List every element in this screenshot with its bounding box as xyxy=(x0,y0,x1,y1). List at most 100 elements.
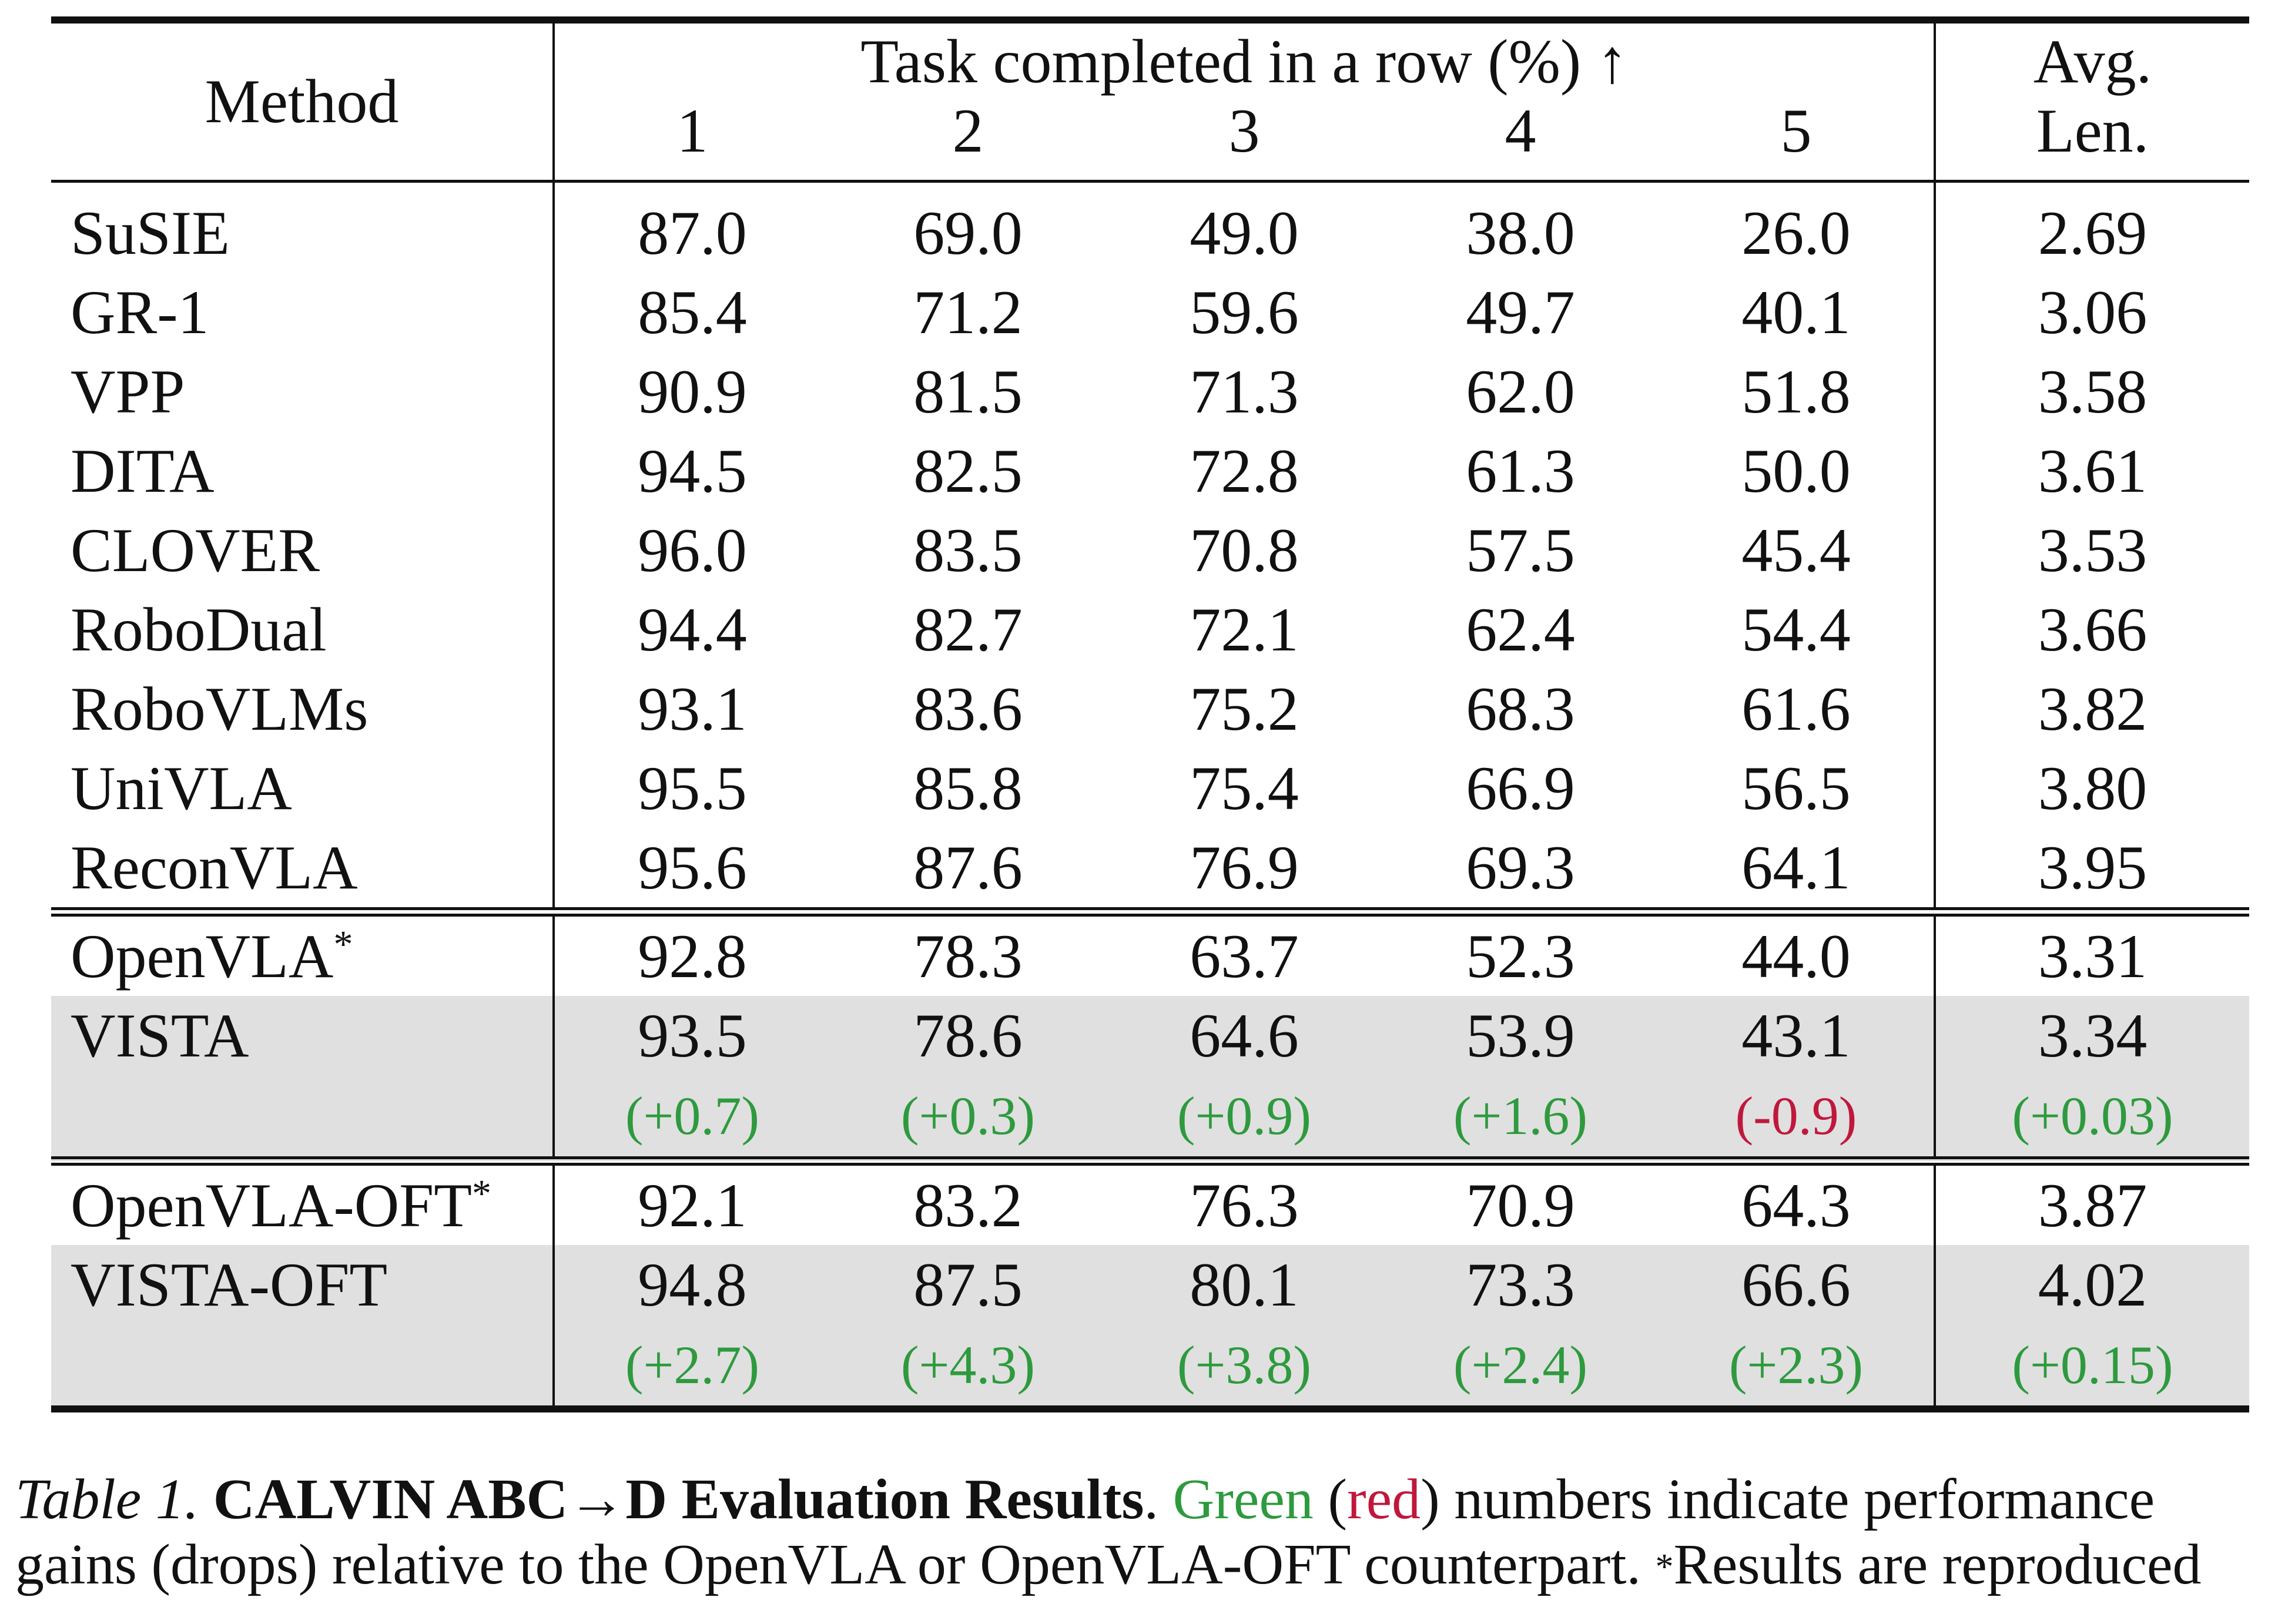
task-1-value: 94.8 xyxy=(554,1245,830,1324)
task-3-delta: (+3.8) xyxy=(1106,1324,1382,1412)
method-name: GR-1 xyxy=(51,273,555,352)
avg-len-value: 3.61 xyxy=(2038,436,2148,505)
method-name: VISTA xyxy=(51,996,555,1075)
avg-len-value: 2.69 xyxy=(1935,180,2249,273)
table-row: GR-1 85.4 71.2 59.6 49.7 40.1 3.06 xyxy=(51,273,2249,352)
caption-line-2: gains (drops) relative to the OpenVLA or… xyxy=(15,1532,2266,1598)
task-3-value: 71.3 xyxy=(1190,357,1299,426)
task-col-2-header: 2 xyxy=(952,96,984,165)
task-2-value: 83.2 xyxy=(830,1156,1106,1245)
task-4-value: 68.3 xyxy=(1466,674,1575,743)
task-5-delta: (-0.9) xyxy=(1659,1075,1936,1161)
method-name: UniVLA xyxy=(51,749,555,828)
task-2-value: 83.6 xyxy=(913,674,1023,743)
method-name: CLOVER xyxy=(51,511,555,590)
task-3-value: 75.2 xyxy=(1190,674,1299,743)
avg-len-value: 3.31 xyxy=(1935,907,2249,996)
table-caption: Table 1. CALVIN ABC→D Evaluation Results… xyxy=(15,1467,2266,1598)
table-row: CLOVER 96.0 83.5 70.8 57.5 45.4 3.53 xyxy=(51,511,2249,590)
task-4-value: 57.5 xyxy=(1466,515,1575,585)
task-3-value: 64.6 xyxy=(1106,996,1382,1075)
method-name: SuSIE xyxy=(51,180,555,273)
method-empty-cell xyxy=(51,1324,555,1412)
avg-len-delta: (+0.03) xyxy=(1935,1075,2249,1161)
avg-header-line1: Avg. xyxy=(1935,16,2249,96)
task-3-value: 63.7 xyxy=(1106,907,1382,996)
task-3-value: 76.9 xyxy=(1190,833,1299,902)
task-4-value: 49.7 xyxy=(1466,277,1575,347)
avg-len-value: 3.82 xyxy=(2038,674,2148,743)
avg-len-value: 3.34 xyxy=(1935,996,2249,1075)
task-4-value: 70.9 xyxy=(1382,1156,1659,1245)
table-row: RoboDual 94.4 82.7 72.1 62.4 54.4 3.66 xyxy=(51,590,2249,669)
task-2-value: 78.3 xyxy=(830,907,1106,996)
task-1-value: 93.1 xyxy=(638,674,747,743)
table-row: SuSIE 87.0 69.0 49.0 38.0 26.0 2.69 xyxy=(51,180,2249,273)
table-row: ReconVLA 95.6 87.6 76.9 69.3 64.1 3.95 xyxy=(51,828,2249,912)
task-1-value: 93.5 xyxy=(554,996,830,1075)
task-3-value: 59.6 xyxy=(1190,277,1299,347)
caption-title: CALVIN ABC→D Evaluation Results xyxy=(213,1468,1144,1531)
task-5-value: 61.6 xyxy=(1659,669,1936,749)
header-row-1: Method Task completed in a row (%) ↑ Avg… xyxy=(51,16,2249,182)
task-1-value: 94.5 xyxy=(638,436,747,505)
caption-title-end: . xyxy=(1144,1468,1158,1531)
task-4-delta: (+1.6) xyxy=(1382,1075,1659,1161)
caption-label: Table 1. xyxy=(15,1468,199,1531)
avg-len-value: 3.80 xyxy=(2038,753,2148,823)
reproduced-star: * xyxy=(333,922,353,966)
method-name: RoboVLMs xyxy=(51,669,555,749)
table-row: UniVLA 95.5 85.8 75.4 66.9 56.5 3.80 xyxy=(51,749,2249,828)
task-2-value: 82.5 xyxy=(913,436,1023,505)
task-5-value: 50.0 xyxy=(1659,431,1936,511)
task-3-value: 72.1 xyxy=(1190,595,1299,664)
task-4-value: 73.3 xyxy=(1382,1245,1659,1324)
caption-red-word: red xyxy=(1347,1468,1421,1531)
avg-len-value: 4.02 xyxy=(1935,1245,2249,1324)
caption-line1-rest: ) numbers indicate performance xyxy=(1421,1468,2155,1531)
method-name: RoboDual xyxy=(51,590,555,669)
task-col-3-header: 3 xyxy=(1228,96,1260,165)
task-2-value: 71.2 xyxy=(913,277,1023,347)
task-col-4-header: 4 xyxy=(1505,96,1536,165)
task-3-value: 75.4 xyxy=(1190,753,1299,823)
task-1-value: 92.1 xyxy=(554,1156,830,1245)
task-5-value: 44.0 xyxy=(1659,907,1936,996)
task-1-value: 96.0 xyxy=(638,515,747,585)
task-2-delta: (+4.3) xyxy=(830,1324,1106,1412)
task-5-value: 45.4 xyxy=(1659,511,1936,590)
method-name: DITA xyxy=(51,431,555,511)
task-2-value: 78.6 xyxy=(830,996,1106,1075)
caption-star: * xyxy=(1655,1547,1674,1587)
avg-header-line2: Len. xyxy=(2036,96,2149,165)
caption-open-paren: ( xyxy=(1328,1468,1348,1531)
task-5-value: 66.6 xyxy=(1659,1245,1936,1324)
table-row: VPP 90.9 81.5 71.3 62.0 51.8 3.58 xyxy=(51,352,2249,431)
vista-oft-delta-row: (+2.7) (+4.3) (+3.8) (+2.4) (+2.3) (+0.15) xyxy=(51,1324,2249,1412)
table-row: DITA 94.5 82.5 72.8 61.3 50.0 3.61 xyxy=(51,431,2249,511)
task-2-value: 85.8 xyxy=(913,753,1023,823)
task-1-value: 92.8 xyxy=(554,907,830,996)
table-row: RoboVLMs 93.1 83.6 75.2 68.3 61.6 3.82 xyxy=(51,669,2249,749)
task-2-value: 69.0 xyxy=(830,180,1106,273)
method-name: OpenVLA* xyxy=(51,907,555,996)
task-5-value: 56.5 xyxy=(1659,749,1936,828)
task-1-value: 95.5 xyxy=(638,753,747,823)
method-name-text: OpenVLA xyxy=(71,921,334,991)
caption-green-word: Green xyxy=(1172,1468,1314,1531)
task-3-value: 70.8 xyxy=(1190,515,1299,585)
task-5-delta: (+2.3) xyxy=(1659,1324,1936,1412)
task-5-value: 54.4 xyxy=(1659,590,1936,669)
task-4-value: 62.0 xyxy=(1466,357,1575,426)
task-5-value: 64.3 xyxy=(1659,1156,1936,1245)
task-4-value: 61.3 xyxy=(1466,436,1575,505)
caption-line-1: Table 1. CALVIN ABC→D Evaluation Results… xyxy=(15,1467,2266,1532)
task-2-value: 83.5 xyxy=(913,515,1023,585)
task-4-value: 52.3 xyxy=(1382,907,1659,996)
caption-line2: gains (drops) relative to the OpenVLA or… xyxy=(15,1533,1641,1596)
task-3-value: 72.8 xyxy=(1190,436,1299,505)
task-5-value: 43.1 xyxy=(1659,996,1936,1075)
task-1-delta: (+0.7) xyxy=(554,1075,830,1161)
vista-row: VISTA 93.5 78.6 64.6 53.9 43.1 3.34 xyxy=(51,996,2249,1075)
task-1-value: 87.0 xyxy=(554,180,830,273)
